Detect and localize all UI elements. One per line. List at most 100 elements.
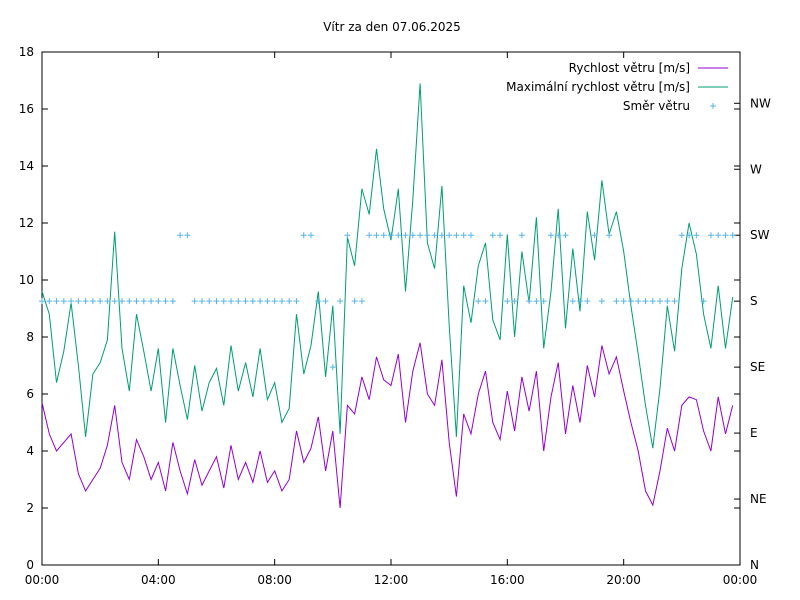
- x-tick-label: 16:00: [490, 573, 525, 587]
- direction-point: [308, 232, 315, 239]
- y-tick-label: 8: [26, 330, 34, 344]
- direction-point: [460, 232, 467, 239]
- direction-point: [213, 298, 220, 305]
- direction-point: [184, 232, 191, 239]
- direction-point: [228, 298, 235, 305]
- direction-point: [344, 232, 351, 239]
- direction-point: [715, 232, 722, 239]
- direction-point: [206, 298, 213, 305]
- direction-point: [82, 298, 89, 305]
- direction-point: [424, 232, 431, 239]
- direction-point: [60, 298, 67, 305]
- direction-point: [707, 232, 714, 239]
- plot-frame: [41, 51, 741, 566]
- direction-point: [402, 232, 409, 239]
- y-tick-label: 18: [19, 45, 34, 59]
- series-layer: [39, 83, 736, 509]
- direction-point: [504, 298, 511, 305]
- direction-point: [278, 298, 285, 305]
- y2-tick-label: N: [750, 558, 759, 572]
- direction-point: [482, 298, 489, 305]
- direction-point: [671, 298, 678, 305]
- direction-point: [198, 298, 205, 305]
- direction-point: [627, 298, 634, 305]
- y2-tick-label: SW: [750, 228, 770, 242]
- direction-point: [555, 232, 562, 239]
- legend-label-2: Směr větru: [623, 99, 690, 113]
- y2-tick-label: S: [750, 294, 758, 308]
- direction-point: [649, 298, 656, 305]
- direction-point: [511, 298, 518, 305]
- direction-point: [693, 232, 700, 239]
- direction-point: [249, 298, 256, 305]
- direction-point: [286, 298, 293, 305]
- direction-point: [271, 298, 278, 305]
- direction-point: [191, 298, 198, 305]
- direction-point: [489, 232, 496, 239]
- y-tick-label: 6: [26, 387, 34, 401]
- y2-tick-label: E: [750, 426, 758, 440]
- x-tick-label: 08:00: [257, 573, 292, 587]
- direction-point: [540, 298, 547, 305]
- direction-point: [257, 298, 264, 305]
- direction-point: [497, 232, 504, 239]
- direction-point: [111, 298, 118, 305]
- legend-label-0: Rychlost větru [m/s]: [569, 61, 690, 75]
- direction-point: [591, 232, 598, 239]
- direction-point: [75, 298, 82, 305]
- direction-point: [264, 298, 271, 305]
- direction-point: [358, 298, 365, 305]
- x-tick-label: 04:00: [141, 573, 176, 587]
- direction-point: [635, 298, 642, 305]
- series-line-0: [41, 342, 734, 509]
- direction-point: [686, 232, 693, 239]
- y-tick-label: 12: [19, 216, 34, 230]
- direction-point: [395, 232, 402, 239]
- direction-point: [169, 298, 176, 305]
- direction-point: [642, 298, 649, 305]
- direction-point: [547, 232, 554, 239]
- direction-point: [678, 232, 685, 239]
- direction-point: [315, 298, 322, 305]
- direction-point: [351, 298, 358, 305]
- direction-point: [388, 232, 394, 239]
- direction-point: [613, 298, 620, 305]
- direction-point: [97, 298, 104, 305]
- x-axis: 00:00 04:00 08:00 12:00 16:00 20:00 00:00: [25, 52, 757, 587]
- direction-point: [722, 232, 729, 239]
- y-tick-label: 10: [19, 273, 34, 287]
- direction-point: [148, 298, 155, 305]
- y-tick-label: 0: [26, 558, 34, 572]
- series-points-2: [39, 232, 736, 371]
- y-tick-label: 16: [19, 102, 34, 116]
- direction-point: [220, 298, 227, 305]
- y2-tick-label: W: [750, 162, 762, 176]
- direction-point: [300, 232, 307, 239]
- direction-point: [664, 298, 671, 305]
- y-tick-label: 4: [26, 444, 34, 458]
- legend: Rychlost větru [m/s] Maximální rychlost v…: [506, 61, 728, 113]
- direction-point: [606, 232, 613, 239]
- y-axis-right: N NE E SE S SW W NW: [734, 96, 771, 572]
- direction-point: [162, 298, 169, 305]
- direction-point: [620, 298, 627, 305]
- chart-title: Vítr za den 07.06.2025: [323, 20, 461, 34]
- direction-point: [89, 298, 96, 305]
- y-tick-label: 2: [26, 501, 34, 515]
- direction-point: [409, 232, 416, 239]
- direction-point: [533, 298, 540, 305]
- y-axis-left: 0 2 4 6 8 10 12 14 16 18: [19, 45, 740, 572]
- direction-point: [467, 232, 474, 239]
- x-tick-label: 20:00: [606, 573, 641, 587]
- direction-point: [700, 298, 707, 305]
- legend-swatch-2: [710, 103, 716, 109]
- direction-point: [729, 232, 736, 239]
- direction-point: [453, 232, 460, 239]
- direction-point: [598, 298, 605, 305]
- direction-point: [177, 232, 184, 239]
- direction-point: [104, 298, 111, 305]
- direction-point: [329, 364, 336, 371]
- direction-point: [140, 298, 147, 305]
- direction-point: [446, 232, 453, 239]
